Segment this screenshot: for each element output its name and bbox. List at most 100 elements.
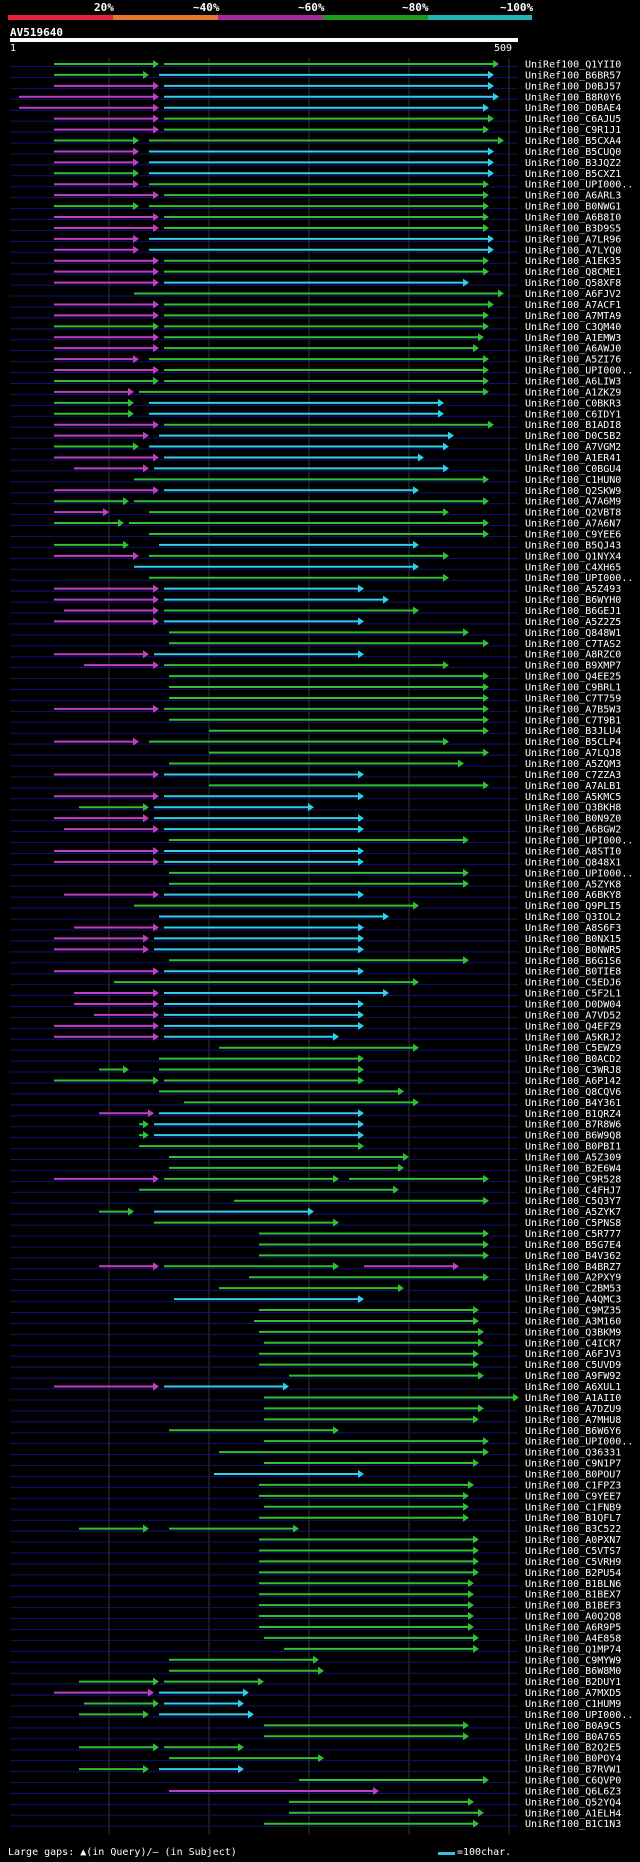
hit-label[interactable]: UniRef100_A7ALB1 [525, 781, 621, 792]
hit-row[interactable]: UniRef100_Q6L6Z3 [10, 1786, 621, 1797]
hit-label[interactable]: UniRef100_A1ER41 [525, 453, 621, 464]
hit-label[interactable]: UniRef100_A6AWJ0 [525, 344, 621, 355]
hit-label[interactable]: UniRef100_A1ZKZ9 [525, 387, 621, 398]
hit-label[interactable]: UniRef100_A6FJV3 [525, 1349, 621, 1360]
hit-row[interactable]: UniRef100_C9R1J1 [10, 125, 621, 136]
hit-row[interactable]: UniRef100_A0PXN7 [10, 1535, 621, 1546]
hit-row[interactable]: UniRef100_B6W9Q8 [10, 1131, 621, 1142]
hit-label[interactable]: UniRef100_C5UVD9 [525, 1360, 621, 1371]
hit-label[interactable]: UniRef100_B1C1N3 [525, 1819, 621, 1830]
hit-row[interactable]: UniRef100_C6IDY1 [10, 409, 621, 420]
hit-label[interactable]: UniRef100_B1QFL7 [525, 1513, 621, 1524]
hit-label[interactable]: UniRef100_A6P142 [525, 1076, 621, 1087]
hit-row[interactable]: UniRef100_B5G7E4 [10, 1240, 621, 1251]
hit-label[interactable]: UniRef100_A5KRJ2 [525, 1032, 621, 1043]
hit-label[interactable]: UniRef100_UPI000.. [525, 1437, 633, 1448]
hit-label[interactable]: UniRef100_B2DUY1 [525, 1677, 621, 1688]
hit-label[interactable]: UniRef100_B2E6W4 [525, 1163, 621, 1174]
hit-row[interactable]: UniRef100_C4FHJ7 [10, 1185, 621, 1196]
hit-row[interactable]: UniRef100_B0ACD2 [10, 1054, 621, 1065]
hit-row[interactable]: UniRef100_C5VTS7 [10, 1546, 621, 1557]
hit-row[interactable]: UniRef100_C0BKR3 [10, 398, 621, 409]
hit-label[interactable]: UniRef100_A6LIW3 [525, 376, 621, 387]
hit-row[interactable]: UniRef100_A6XUL1 [10, 1382, 621, 1393]
hit-row[interactable]: UniRef100_Q848W1 [10, 628, 621, 639]
hit-row[interactable]: UniRef100_C4XH65 [10, 562, 621, 573]
hit-label[interactable]: UniRef100_Q6L6Z3 [525, 1786, 621, 1797]
hit-row[interactable]: UniRef100_A1EMW3 [10, 333, 621, 344]
hit-row[interactable]: UniRef100_A5ZYK7 [10, 1207, 621, 1218]
hit-row[interactable]: UniRef100_Q2SKW9 [10, 486, 621, 497]
hit-label[interactable]: UniRef100_Q2SKW9 [525, 486, 621, 497]
hit-row[interactable]: UniRef100_A6FJV2 [10, 289, 621, 300]
hit-row[interactable]: UniRef100_B0NX15 [10, 934, 621, 945]
hit-label[interactable]: UniRef100_C5EWZ9 [525, 1043, 621, 1054]
hit-label[interactable]: UniRef100_A3M160 [525, 1316, 621, 1327]
hit-row[interactable]: UniRef100_A5Z493 [10, 584, 621, 595]
hit-row[interactable]: UniRef100_C0BGU4 [10, 464, 621, 475]
hit-label[interactable]: UniRef100_C9YEE7 [525, 1491, 621, 1502]
hit-row[interactable]: UniRef100_C6AJU5 [10, 114, 621, 125]
hit-label[interactable]: UniRef100_B6W8M0 [525, 1666, 621, 1677]
hit-label[interactable]: UniRef100_C1FNB9 [525, 1502, 621, 1513]
hit-row[interactable]: UniRef100_Q1MP74 [10, 1644, 621, 1655]
hit-label[interactable]: UniRef100_B5CXA4 [525, 136, 621, 147]
hit-row[interactable]: UniRef100_B0NWG1 [10, 202, 621, 213]
hit-label[interactable]: UniRef100_C1FPZ3 [525, 1480, 621, 1491]
hit-row[interactable]: UniRef100_B0A9C5 [10, 1721, 621, 1732]
hit-label[interactable]: UniRef100_B7RVW1 [525, 1765, 621, 1776]
hit-label[interactable]: UniRef100_B0NX15 [525, 934, 621, 945]
hit-row[interactable]: UniRef100_D0DW04 [10, 999, 621, 1010]
hit-label[interactable]: UniRef100_A8STI0 [525, 846, 621, 857]
hit-label[interactable]: UniRef100_B4Y361 [525, 1098, 621, 1109]
hit-label[interactable]: UniRef100_C0BGU4 [525, 464, 621, 475]
hit-row[interactable]: UniRef100_B3JLU4 [10, 726, 621, 737]
hit-row[interactable]: UniRef100_A7A6N7 [10, 519, 621, 530]
hit-row[interactable]: UniRef100_C9N1P7 [10, 1459, 621, 1470]
hit-label[interactable]: UniRef100_C9YEE6 [525, 529, 621, 540]
hit-label[interactable]: UniRef100_C6IDY1 [525, 409, 621, 420]
hit-label[interactable]: UniRef100_Q36331 [525, 1448, 621, 1459]
hit-label[interactable]: UniRef100_B0PBI1 [525, 1142, 621, 1153]
hit-row[interactable]: UniRef100_B1ADI8 [10, 420, 621, 431]
hit-label[interactable]: UniRef100_B8R0Y6 [525, 92, 621, 103]
hit-row[interactable]: UniRef100_A7LQJ8 [10, 748, 621, 759]
hit-row[interactable]: UniRef100_B3C522 [10, 1524, 621, 1535]
hit-label[interactable]: UniRef100_C7ZZA3 [525, 770, 621, 781]
hit-row[interactable]: UniRef100_C3QM40 [10, 322, 621, 333]
hit-label[interactable]: UniRef100_A7LQJ8 [525, 748, 621, 759]
hit-label[interactable]: UniRef100_C5VRH9 [525, 1557, 621, 1568]
hit-row[interactable]: UniRef100_UPI000.. [10, 1437, 633, 1448]
hit-label[interactable]: UniRef100_C4XH65 [525, 562, 621, 573]
hit-label[interactable]: UniRef100_A7VD52 [525, 1010, 621, 1021]
hit-row[interactable]: UniRef100_Q2VBT8 [10, 508, 621, 519]
hit-label[interactable]: UniRef100_C6QVP0 [525, 1776, 621, 1787]
hit-label[interactable]: UniRef100_A6BGW2 [525, 825, 621, 836]
hit-row[interactable]: UniRef100_C9YEE7 [10, 1491, 621, 1502]
hit-row[interactable]: UniRef100_A7MTA9 [10, 311, 621, 322]
hit-row[interactable]: UniRef100_A7LR96 [10, 234, 621, 245]
hit-label[interactable]: UniRef100_B6GEJ1 [525, 606, 621, 617]
hit-label[interactable]: UniRef100_Q3IOL2 [525, 912, 621, 923]
hit-row[interactable]: UniRef100_B1QFL7 [10, 1513, 621, 1524]
hit-label[interactable]: UniRef100_A5ZI76 [525, 355, 621, 366]
hit-label[interactable]: UniRef100_Q9PLI5 [525, 901, 621, 912]
hit-label[interactable]: UniRef100_B0A9C5 [525, 1721, 621, 1732]
hit-row[interactable]: UniRef100_C6QVP0 [10, 1776, 621, 1787]
hit-row[interactable]: UniRef100_B3JQZ2 [10, 158, 621, 169]
hit-row[interactable]: UniRef100_B1BLN6 [10, 1579, 621, 1590]
hit-label[interactable]: UniRef100_A5ZQM3 [525, 759, 621, 770]
hit-row[interactable]: UniRef100_B6GEJ1 [10, 606, 621, 617]
hit-row[interactable]: UniRef100_A4E858 [10, 1633, 621, 1644]
hit-label[interactable]: UniRef100_A4QMC3 [525, 1295, 621, 1306]
hit-row[interactable]: UniRef100_A1AII0 [10, 1393, 621, 1404]
hit-row[interactable]: UniRef100_B6WYH0 [10, 595, 621, 606]
hit-row[interactable]: UniRef100_A1ER41 [10, 453, 621, 464]
hit-label[interactable]: UniRef100_C1HUM9 [525, 1699, 621, 1710]
hit-row[interactable]: UniRef100_C5F2L1 [10, 989, 621, 1000]
hit-row[interactable]: UniRef100_Q1NYX4 [10, 551, 621, 562]
hit-row[interactable]: UniRef100_Q1YII0 [10, 60, 621, 71]
hit-label[interactable]: UniRef100_B3JQZ2 [525, 158, 621, 169]
hit-label[interactable]: UniRef100_UPI000.. [525, 366, 633, 377]
hit-row[interactable]: UniRef100_D0BAE4 [10, 103, 621, 114]
